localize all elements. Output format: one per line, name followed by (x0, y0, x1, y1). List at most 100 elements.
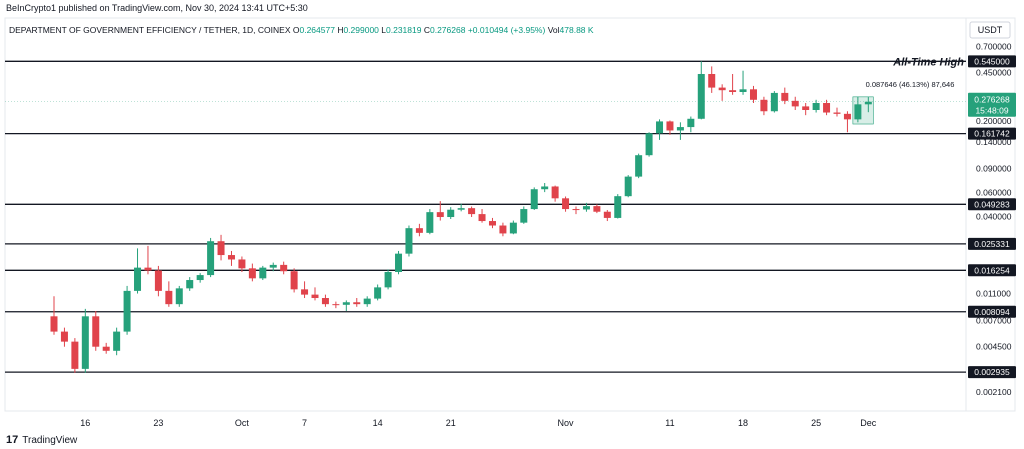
measure-box (852, 96, 874, 125)
published-byline: BeInCrypto1 published on TradingView.com… (6, 3, 308, 13)
candle-body (321, 298, 329, 305)
candle-body (405, 228, 413, 254)
candle-body (259, 267, 267, 279)
level-tag-label: 0.025331 (974, 239, 1010, 249)
candle-body (499, 225, 507, 234)
candle-body (823, 103, 831, 113)
candle-body (760, 99, 768, 112)
candle-body (144, 267, 152, 271)
currency-label: USDT (978, 25, 1003, 35)
open-label: O (292, 25, 300, 35)
candle-body (843, 113, 851, 120)
candle-body (186, 280, 194, 289)
candle-body (624, 176, 632, 197)
candle-body (656, 121, 664, 134)
level-tag-label: 0.049283 (974, 199, 1010, 209)
current-price-label: 0.276268 (974, 95, 1010, 105)
price-tick-label: 0.040000 (976, 212, 1012, 222)
candle-body (363, 298, 371, 305)
level-tag (968, 55, 1016, 68)
candle-body (113, 331, 121, 351)
candle-body (864, 101, 872, 105)
candle-body (781, 92, 789, 101)
candle-body (457, 208, 465, 210)
candle-body (593, 206, 601, 212)
candle-body (280, 264, 288, 272)
time-tick-label: 21 (446, 418, 456, 428)
candle-body (332, 304, 340, 306)
price-tick-label: 0.200000 (976, 116, 1012, 126)
candle-body (729, 90, 737, 92)
candle-body (436, 212, 444, 218)
candle-body (488, 221, 496, 226)
candle-body (687, 118, 695, 128)
candle-body (311, 294, 319, 299)
candle-body (478, 214, 486, 222)
candle-body (248, 268, 256, 279)
candle-body (81, 316, 89, 369)
time-tick-label: 23 (153, 418, 163, 428)
candle-body (374, 287, 382, 299)
high-value: 0.299000 (343, 25, 379, 35)
candle-body (749, 89, 757, 100)
level-tag-label: 0.002935 (974, 367, 1010, 377)
candle-body (718, 87, 726, 91)
candle-body (812, 103, 820, 110)
time-tick-label: 11 (665, 418, 674, 428)
candle-body (196, 275, 204, 281)
tradingview-logo-text: TradingView (22, 434, 78, 446)
price-tick-label: 0.700000 (976, 41, 1012, 51)
volume-value: 478.88 K (559, 25, 594, 35)
candle-body (582, 206, 590, 210)
price-tick-label: 0.450000 (976, 68, 1012, 78)
level-tag (968, 305, 1016, 318)
candle-body (395, 253, 403, 272)
candle-body (342, 302, 350, 305)
annotations: USDT All-Time High 0.087646 (46.13%) 87,64… (852, 21, 1011, 125)
level-tag (968, 198, 1016, 211)
ohlc-header: DEPARTMENT OF GOVERNMENT EFFICIENCY / TE… (9, 25, 594, 35)
time-tick-label: Oct (235, 418, 250, 428)
ath-label: All-Time High (892, 56, 964, 68)
candle-body (92, 316, 100, 347)
candle-body (165, 290, 173, 305)
level-tag (968, 366, 1016, 379)
close-label: C (423, 25, 430, 35)
time-axis[interactable]: 16 23 Oct 7 14 21 Nov 11 18 25 Dec (80, 418, 877, 428)
candle-body (290, 271, 298, 290)
open-value: 0.264577 (299, 25, 335, 35)
countdown-label: 15:48:09 (975, 106, 1008, 116)
candle-body (562, 198, 570, 210)
level-tag (968, 127, 1016, 140)
candle-body (60, 331, 68, 342)
candle-body (645, 133, 653, 156)
tradingview-logo-icon: 17 (6, 434, 19, 446)
price-tick-label: 0.140000 (976, 137, 1012, 147)
candle-body (708, 73, 716, 88)
candle-body (468, 208, 476, 215)
level-tag-label: 0.008094 (974, 307, 1010, 317)
level-tags: 0.545000 0.161742 0.049283 0.025331 0.016254… (968, 55, 1016, 379)
candle-body (71, 341, 79, 369)
candle-body (770, 92, 778, 112)
level-tag (968, 264, 1016, 277)
time-tick-label: 7 (302, 418, 307, 428)
change-value: +0.010494 (+3.95%) (467, 25, 546, 35)
candle-body (134, 267, 142, 291)
price-tick-label: 0.011000 (976, 289, 1011, 299)
candle-body (301, 289, 309, 295)
candle-body (175, 288, 183, 305)
candle-body (551, 186, 559, 199)
volume-label: Vol (547, 25, 560, 35)
candle-body (697, 73, 705, 119)
chart-frame (4, 17, 1016, 412)
tradingview-logo[interactable]: 17 TradingView (6, 434, 77, 446)
candle-body (238, 259, 246, 269)
candle-body (426, 212, 434, 233)
close-value: 0.276268 (429, 25, 466, 35)
candle-body (833, 112, 841, 114)
currency-box (969, 21, 1011, 39)
candle-body (666, 121, 674, 131)
candle-body (791, 100, 799, 107)
